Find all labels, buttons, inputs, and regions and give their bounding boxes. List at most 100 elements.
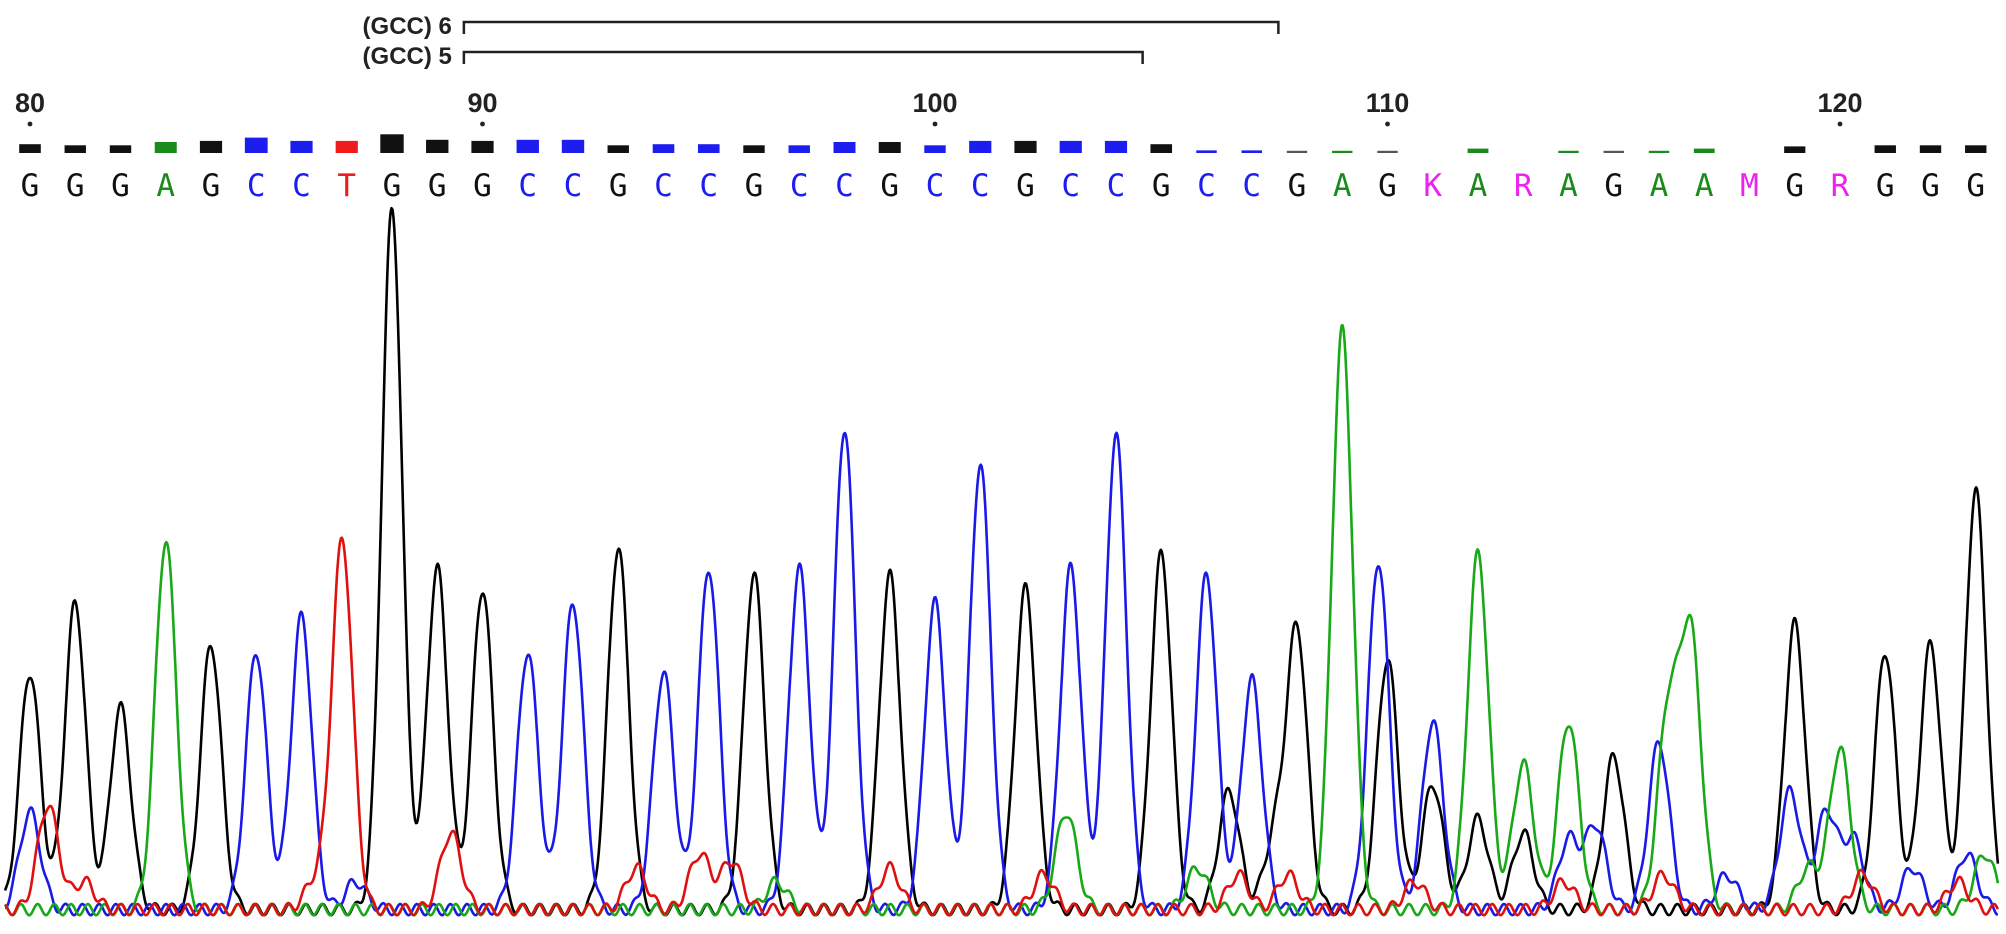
base-call-letter: A bbox=[1559, 168, 1578, 204]
repeat-brackets: (GCC) 6 (GCC) 5 bbox=[363, 13, 1280, 70]
quality-bar bbox=[154, 142, 177, 153]
base-call-letter: C bbox=[699, 168, 718, 204]
base-call-letter: G bbox=[880, 168, 899, 204]
base-call-letter: G bbox=[1152, 168, 1171, 204]
quality-bar bbox=[335, 140, 358, 153]
quality-bar bbox=[697, 144, 720, 153]
quality-bar bbox=[199, 140, 223, 153]
quality-bar bbox=[1693, 148, 1715, 153]
quality-bar bbox=[1241, 150, 1262, 153]
quality-bar bbox=[1286, 150, 1308, 153]
quality-bar bbox=[109, 145, 132, 153]
base-call-letter: A bbox=[1650, 168, 1669, 204]
base-call-letter: G bbox=[1378, 168, 1397, 204]
position-tick-dot bbox=[480, 121, 485, 127]
quality-bar bbox=[788, 145, 810, 153]
base-call-letter: A bbox=[1469, 168, 1488, 204]
base-call-letter: A bbox=[1695, 168, 1714, 204]
base-call-letter: G bbox=[1966, 168, 1985, 204]
base-call-letter: C bbox=[835, 168, 854, 204]
quality-bar bbox=[471, 140, 494, 153]
base-call-letter: G bbox=[383, 168, 402, 204]
base-call-letter: C bbox=[564, 168, 583, 204]
quality-bar bbox=[1150, 144, 1173, 153]
base-call-letter: G bbox=[473, 168, 492, 204]
quality-bar bbox=[19, 144, 41, 153]
base-call-letter: T bbox=[337, 168, 356, 204]
quality-bar bbox=[1377, 150, 1398, 153]
position-tick-dot bbox=[27, 121, 33, 127]
base-call-letter: G bbox=[1921, 168, 1940, 204]
base-call-letter: G bbox=[1016, 168, 1035, 204]
position-ruler: 80 90 100 110 120 bbox=[15, 88, 1863, 127]
chromatogram-traces bbox=[3, 206, 2000, 917]
quality-bar bbox=[1196, 150, 1217, 153]
base-call-letter: C bbox=[926, 168, 945, 204]
position-tick-label: 80 bbox=[15, 88, 45, 118]
quality-bar bbox=[833, 142, 856, 153]
base-call-letter: G bbox=[1785, 168, 1804, 204]
base-call-letter: C bbox=[654, 168, 673, 204]
repeat-bracket bbox=[462, 20, 1280, 34]
quality-bar bbox=[561, 139, 585, 153]
quality-bar bbox=[290, 140, 313, 153]
base-call-letter: C bbox=[971, 168, 990, 204]
quality-bar bbox=[244, 137, 268, 153]
base-call-letter: A bbox=[156, 168, 175, 204]
quality-bar bbox=[1965, 145, 1987, 153]
quality-bar bbox=[1059, 140, 1082, 153]
base-call-letter: R bbox=[1831, 168, 1850, 204]
quality-bar bbox=[1603, 150, 1624, 153]
quality-bar bbox=[1014, 140, 1037, 153]
base-call-letter: C bbox=[518, 168, 537, 204]
quality-bar bbox=[607, 145, 629, 153]
quality-bar bbox=[1332, 150, 1353, 153]
quality-bar bbox=[380, 134, 404, 153]
base-call-letter: C bbox=[1197, 168, 1216, 204]
quality-bar bbox=[1784, 146, 1806, 153]
quality-bar bbox=[969, 140, 992, 153]
base-call-letter: G bbox=[745, 168, 764, 204]
quality-bar bbox=[64, 145, 86, 153]
base-call-letter: G bbox=[1604, 168, 1623, 204]
base-call-letter: C bbox=[1242, 168, 1261, 204]
base-call-letter: G bbox=[111, 168, 130, 204]
position-tick-dot bbox=[932, 121, 938, 127]
base-call-letter: A bbox=[1333, 168, 1352, 204]
quality-bar bbox=[516, 139, 539, 153]
trace-G bbox=[3, 206, 2000, 917]
base-call-letter: K bbox=[1423, 168, 1442, 204]
quality-bar bbox=[426, 139, 449, 153]
quality-bar bbox=[1874, 145, 1896, 153]
repeat-bracket bbox=[462, 50, 1144, 64]
position-tick-label: 90 bbox=[467, 88, 497, 118]
position-tick-dot bbox=[1837, 121, 1843, 127]
repeat-bracket-label: (GCC) 6 bbox=[363, 13, 452, 40]
base-call-letter: C bbox=[292, 168, 311, 204]
base-call-letter: M bbox=[1740, 168, 1759, 204]
quality-bar bbox=[743, 145, 765, 153]
quality-bar bbox=[1919, 145, 1942, 153]
base-call-letter: C bbox=[790, 168, 809, 204]
base-call-letter: G bbox=[1288, 168, 1307, 204]
quality-bar bbox=[1648, 150, 1670, 153]
quality-bar bbox=[924, 145, 946, 153]
base-call-letter: R bbox=[1514, 168, 1533, 204]
base-call-letter: C bbox=[1107, 168, 1126, 204]
base-call-letter: G bbox=[202, 168, 221, 204]
quality-bar bbox=[1558, 150, 1579, 153]
base-call-letter: G bbox=[428, 168, 447, 204]
trace-T bbox=[4, 536, 2000, 917]
quality-bar bbox=[878, 142, 901, 153]
position-tick-label: 100 bbox=[912, 88, 957, 118]
base-call-letter: C bbox=[1061, 168, 1080, 204]
quality-bar bbox=[1467, 148, 1489, 153]
quality-bar bbox=[1104, 140, 1128, 153]
trace-C bbox=[4, 431, 1999, 917]
base-call-letter: G bbox=[66, 168, 85, 204]
repeat-bracket-label: (GCC) 5 bbox=[363, 43, 452, 70]
base-call-letter: G bbox=[1876, 168, 1895, 204]
base-call-letter: G bbox=[609, 168, 628, 204]
